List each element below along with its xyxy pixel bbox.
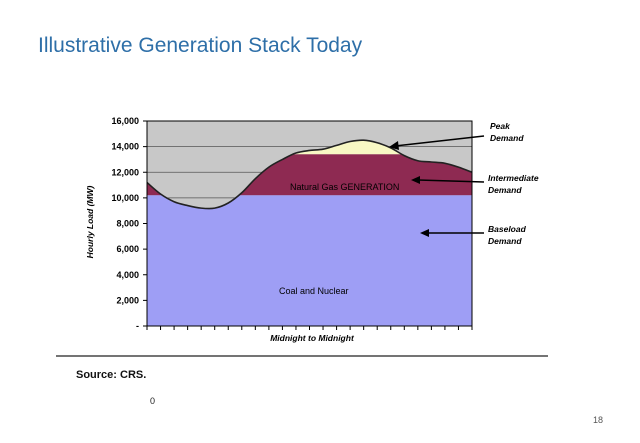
intermediate-arrow	[417, 179, 485, 183]
source-note: Source: CRS.	[76, 369, 147, 381]
peak-annotation-line-1: Peak	[490, 121, 511, 131]
y-tick-label: 8,000	[116, 219, 139, 229]
plot-area	[147, 121, 472, 326]
y-tick-label: 12,000	[111, 167, 139, 177]
peak-annotation: Peak Demand	[490, 121, 524, 143]
y-axis: - 2,000 4,000 6,000 8,000 10,000 12,000 14,000 1…	[111, 116, 147, 331]
baseload-annotation: Baseload Demand	[488, 224, 528, 246]
slide-title: Illustrative Generation Stack Today	[38, 34, 363, 57]
y-tick-label: 10,000	[111, 193, 139, 203]
y-tick-label: -	[136, 321, 139, 331]
baseload-annotation-line-1: Baseload	[488, 224, 527, 234]
y-tick-label: 14,000	[111, 142, 139, 152]
y-axis-label: Hourly Load (MW)	[85, 185, 95, 258]
baseload-region-label: Coal and Nuclear	[279, 286, 349, 296]
baseload-area	[147, 195, 472, 326]
generation-stack-chart: - 2,000 4,000 6,000 8,000 10,000 12,000 14,000 1…	[56, 116, 548, 357]
baseload-annotation-line-2: Demand	[488, 236, 522, 246]
intermediate-annotation-line-1: Intermediate	[488, 173, 539, 183]
footnote: 0	[150, 396, 156, 406]
page-number: 18	[593, 415, 604, 425]
x-axis	[146, 326, 473, 330]
intermediate-annotation-line-2: Demand	[488, 185, 522, 195]
intermediate-region-label: Natural Gas GENERATION	[290, 182, 399, 192]
y-tick-label: 4,000	[116, 270, 139, 280]
baseload-arrowhead	[420, 229, 429, 237]
peak-annotation-line-2: Demand	[490, 133, 524, 143]
y-tick-label: 16,000	[111, 116, 139, 126]
y-tick-label: 2,000	[116, 295, 139, 305]
x-axis-label: Midnight to Midnight	[270, 333, 355, 343]
peak-arrow	[394, 135, 485, 147]
peak-arrowhead	[389, 141, 399, 150]
demand-curve	[147, 139, 472, 210]
y-tick-label: 6,000	[116, 244, 139, 254]
intermediate-annotation: Intermediate Demand	[488, 173, 541, 195]
intermediate-arrowhead	[411, 176, 420, 184]
